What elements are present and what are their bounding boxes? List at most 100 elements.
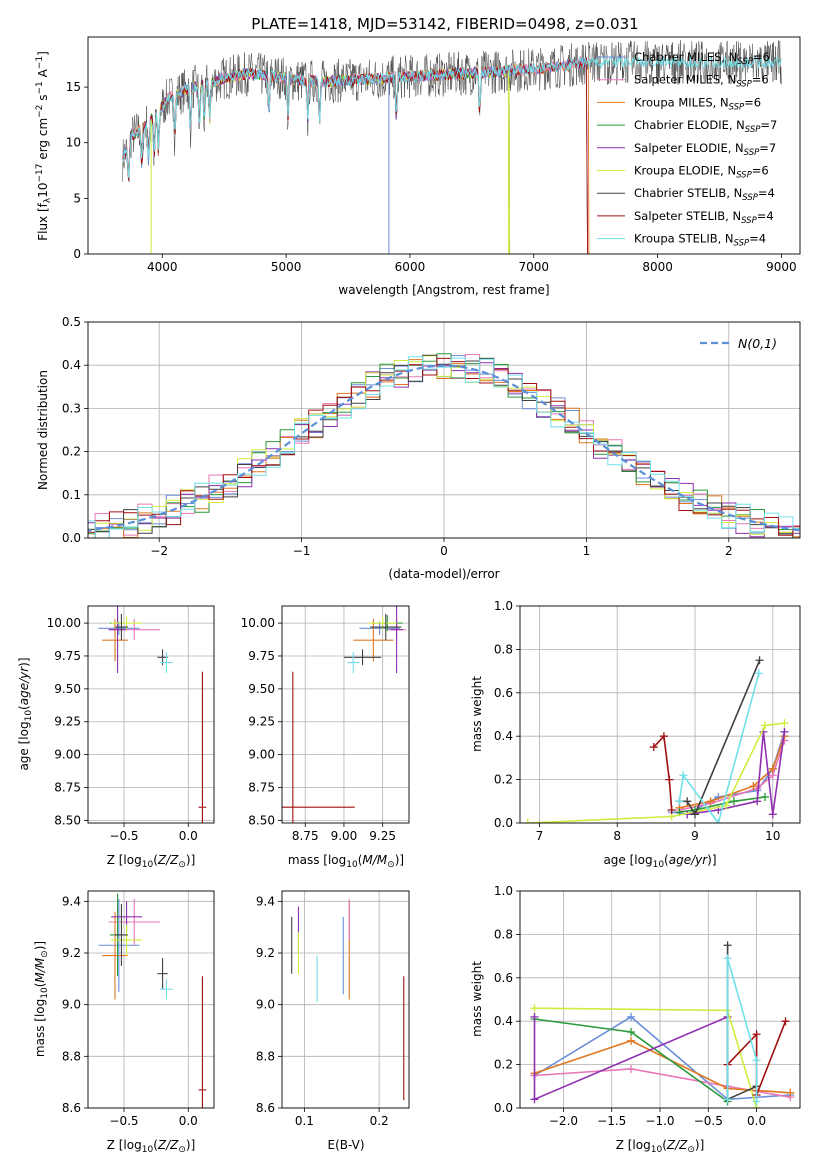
weight-vs-metallicity-panel: −2.0 −1.5 −1.0 −0.5 0.0 0.0 0.2 0.4 0.6 0.8 1.0 Z […	[470, 884, 801, 1155]
weight-point-marker	[761, 792, 769, 801]
plot-area	[98, 606, 207, 823]
legend-entry: Salpeter MILES, NSSP=6	[634, 73, 769, 90]
y-tick-label: 9.2	[256, 946, 275, 960]
x-axis-label: mass [log10(M/M⊙)]	[288, 853, 404, 870]
weight-series-line	[678, 673, 760, 823]
y-tick-label: 0.4	[494, 729, 513, 743]
weight-point-marker	[754, 669, 763, 678]
y-tick-label: 0.6	[494, 971, 513, 985]
x-tick-label: −0.5	[109, 829, 138, 843]
weight-point-marker	[723, 954, 732, 963]
weight-point-marker	[667, 805, 676, 814]
y-tick-label: 9.75	[54, 649, 81, 663]
y-tick-label: 9.4	[62, 894, 81, 908]
y-axis-label: Flux [fλ10−17 erg cm−2 s−1 A−1]	[35, 51, 53, 241]
weight-series-line	[653, 734, 673, 811]
x-tick-label: 9000	[766, 260, 797, 274]
y-tick-label: 9.00	[248, 748, 275, 762]
weight-point-marker	[530, 1004, 539, 1013]
spectrum-line	[122, 40, 782, 182]
x-axis-label: Z [log10(Z/Z⊙)]	[107, 853, 196, 870]
y-axis-label: mass weight	[470, 676, 484, 752]
x-tick-label: 6000	[395, 260, 426, 274]
age-vs-metallicity-panel: −0.5 0.0 8.50 8.75 9.00 9.25 9.50 9.75 10.00 Z [l…	[17, 605, 215, 870]
x-tick-label: 0.0	[179, 829, 198, 843]
y-tick-label: 8.6	[62, 1101, 81, 1115]
weight-point-marker	[780, 727, 789, 736]
weight-series-line	[726, 958, 758, 1102]
residuals-panel: −2 −1 0 1 2 0.0 0.1 0.2 0.3 0.4 0.5 N(0,1) (data-mod…	[36, 315, 801, 581]
weight-point-marker	[729, 797, 738, 806]
y-tick-label: 8.8	[256, 1049, 275, 1063]
weight-point-marker	[761, 721, 769, 730]
weight-point-marker	[755, 656, 764, 665]
weight-point-marker	[649, 743, 658, 752]
mass-vs-extinction-panel: 0.1 0.2 8.6 8.8 9.0 9.2 9.4 E(B-V)	[256, 890, 410, 1152]
y-tick-label: 0.4	[494, 1014, 513, 1028]
x-tick-label: 0	[440, 544, 448, 558]
y-tick-label: 0.8	[494, 642, 513, 656]
legend-entry: N(0,1)	[738, 336, 777, 351]
y-tick-label: 5	[73, 191, 81, 205]
weight-point-marker	[780, 719, 789, 728]
x-tick-label: 9	[691, 829, 699, 843]
legend-entry: Chabrier STELIB, NSSP=4	[634, 186, 775, 203]
legend-entry: Chabrier MILES, NSSP=6	[634, 50, 770, 67]
y-tick-label: 9.25	[54, 715, 81, 729]
y-tick-label: 9.50	[54, 682, 81, 696]
weight-series-line	[527, 722, 785, 823]
y-tick-label: 1.0	[494, 599, 513, 613]
weight-point-marker	[675, 797, 684, 806]
legend-entry: Kroupa STELIB, NSSP=4	[634, 232, 766, 249]
y-tick-label: 8.50	[248, 813, 275, 827]
legend-entry: Salpeter ELODIE, NSSP=7	[634, 141, 776, 158]
y-tick-label: 9.25	[248, 715, 275, 729]
weight-point-marker	[627, 1028, 636, 1037]
weight-point-marker	[752, 1056, 761, 1065]
x-tick-label: −2.0	[549, 1114, 578, 1128]
x-tick-label: −1	[293, 544, 311, 558]
histogram-series	[88, 356, 800, 538]
legend-entry: Kroupa ELODIE, NSSP=6	[634, 164, 769, 181]
weight-point-marker	[665, 775, 674, 784]
weight-point-marker	[530, 1095, 539, 1104]
plot-area	[530, 941, 795, 1108]
y-tick-label: 0.4	[62, 358, 81, 372]
y-tick-label: 10.00	[47, 616, 81, 630]
weight-point-marker	[768, 764, 777, 773]
weight-vs-age-panel: 7 8 9 10 0.0 0.2 0.4 0.6 0.8 1.0 age [log10(age/yr…	[470, 599, 801, 870]
y-tick-label: 9.50	[248, 682, 275, 696]
y-axis-label: Normed distribution	[36, 370, 50, 490]
y-tick-label: 9.0	[256, 998, 275, 1012]
x-tick-label: 7	[536, 829, 544, 843]
y-tick-label: 9.4	[256, 894, 275, 908]
y-tick-label: 0.5	[62, 315, 81, 329]
x-tick-label: −0.5	[109, 1114, 138, 1128]
mass-vs-metallicity-panel: −0.5 0.0 8.6 8.8 9.0 9.2 9.4 Z [log10(Z/Z⊙)] mas…	[33, 890, 215, 1155]
y-tick-label: 0.2	[62, 445, 81, 459]
weight-point-marker	[530, 1012, 539, 1021]
spectrum-line	[122, 55, 782, 178]
axes-frame	[87, 36, 801, 255]
y-tick-label: 10.00	[241, 616, 275, 630]
y-tick-label: 0.0	[494, 816, 513, 830]
x-tick-label: 4000	[147, 260, 178, 274]
y-tick-label: 8.75	[248, 780, 275, 794]
weight-point-marker	[752, 1030, 761, 1039]
legend: Chabrier MILES, NSSP=6 Salpeter MILES, NS…	[597, 50, 777, 249]
weight-point-marker	[753, 797, 762, 806]
plot-area	[122, 40, 782, 254]
x-tick-label: 8000	[642, 260, 673, 274]
x-tick-label: 9.25	[369, 829, 396, 843]
x-tick-label: 2	[725, 544, 733, 558]
legend-entry: Kroupa MILES, NSSP=6	[634, 95, 761, 112]
x-tick-label: 9.00	[331, 829, 358, 843]
x-tick-label: 7000	[519, 260, 550, 274]
x-axis-label: wavelength [Angstrom, rest frame]	[338, 283, 549, 297]
weight-point-marker	[752, 1097, 761, 1106]
y-tick-label: 8.8	[62, 1049, 81, 1063]
legend-entry: Chabrier ELODIE, NSSP=7	[634, 118, 777, 135]
axes-frame	[281, 890, 410, 1109]
x-tick-label: 1	[583, 544, 591, 558]
y-tick-label: 0	[73, 247, 81, 261]
